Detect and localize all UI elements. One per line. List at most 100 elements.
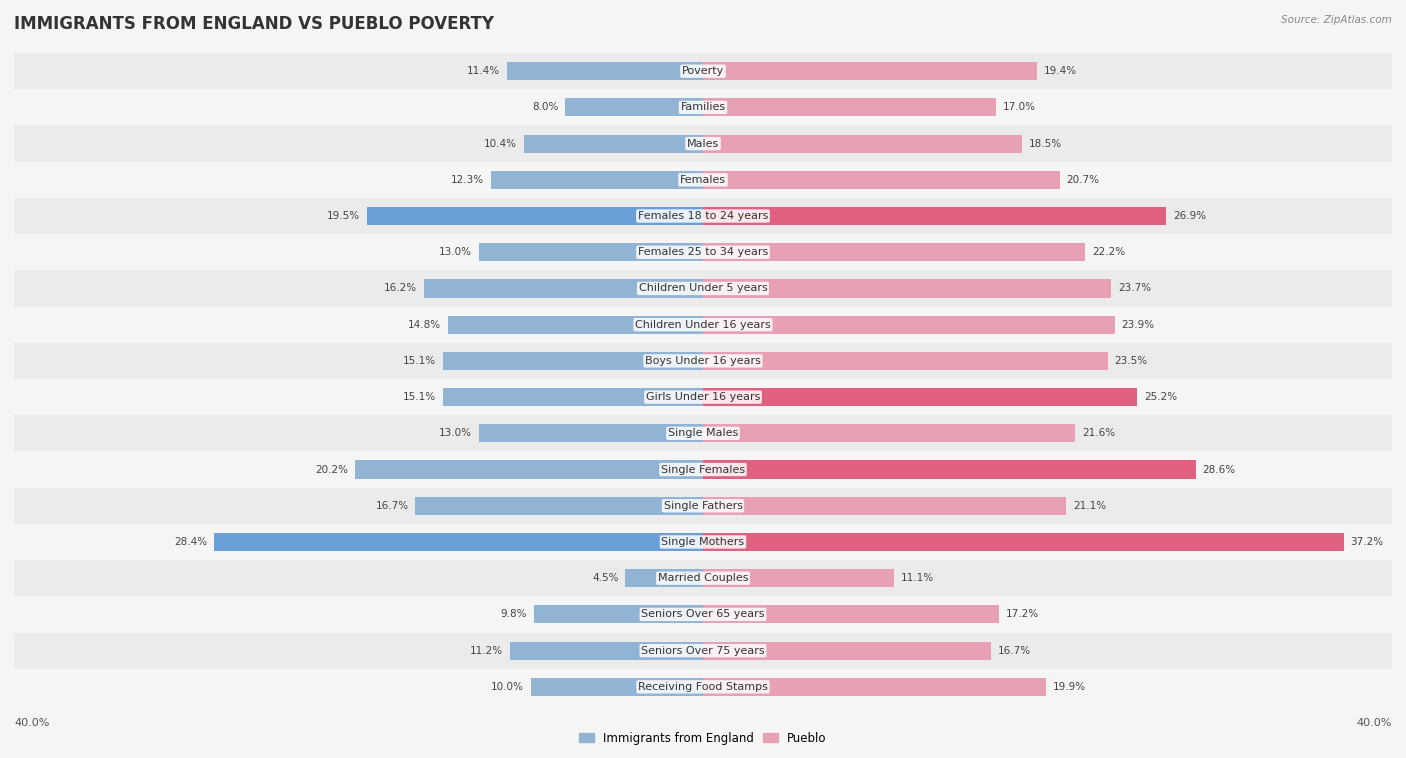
- Bar: [534, 606, 703, 623]
- Text: Families: Families: [681, 102, 725, 112]
- Bar: [703, 641, 991, 659]
- Bar: [367, 207, 703, 225]
- Bar: [703, 171, 1060, 189]
- Text: Single Females: Single Females: [661, 465, 745, 475]
- Text: 8.0%: 8.0%: [531, 102, 558, 112]
- Bar: [703, 315, 1115, 334]
- Bar: [703, 496, 1066, 515]
- Bar: [14, 560, 1392, 597]
- Bar: [703, 243, 1085, 262]
- Bar: [703, 678, 1046, 696]
- Text: Source: ZipAtlas.com: Source: ZipAtlas.com: [1281, 15, 1392, 25]
- Text: 13.0%: 13.0%: [439, 428, 472, 438]
- Bar: [531, 678, 703, 696]
- Text: 23.5%: 23.5%: [1115, 356, 1147, 366]
- Text: 21.6%: 21.6%: [1083, 428, 1115, 438]
- Text: Single Fathers: Single Fathers: [664, 501, 742, 511]
- Text: 22.2%: 22.2%: [1092, 247, 1125, 257]
- Text: IMMIGRANTS FROM ENGLAND VS PUEBLO POVERTY: IMMIGRANTS FROM ENGLAND VS PUEBLO POVERT…: [14, 15, 494, 33]
- Text: Single Males: Single Males: [668, 428, 738, 438]
- Text: 20.2%: 20.2%: [315, 465, 349, 475]
- Bar: [14, 53, 1392, 89]
- Bar: [14, 343, 1392, 379]
- Text: 26.9%: 26.9%: [1173, 211, 1206, 221]
- Text: Females 18 to 24 years: Females 18 to 24 years: [638, 211, 768, 221]
- Text: 23.9%: 23.9%: [1122, 320, 1154, 330]
- Text: Seniors Over 75 years: Seniors Over 75 years: [641, 646, 765, 656]
- Legend: Immigrants from England, Pueblo: Immigrants from England, Pueblo: [579, 731, 827, 744]
- Bar: [14, 379, 1392, 415]
- Bar: [703, 99, 995, 117]
- Text: Children Under 16 years: Children Under 16 years: [636, 320, 770, 330]
- Text: Females 25 to 34 years: Females 25 to 34 years: [638, 247, 768, 257]
- Text: 40.0%: 40.0%: [1357, 718, 1392, 728]
- Bar: [703, 533, 1344, 551]
- Bar: [449, 315, 703, 334]
- Text: 11.1%: 11.1%: [901, 573, 934, 583]
- Text: 20.7%: 20.7%: [1066, 175, 1099, 185]
- Text: 18.5%: 18.5%: [1029, 139, 1062, 149]
- Text: Poverty: Poverty: [682, 66, 724, 76]
- Text: 10.0%: 10.0%: [491, 682, 524, 692]
- Bar: [214, 533, 703, 551]
- Bar: [14, 452, 1392, 487]
- Bar: [703, 62, 1038, 80]
- Text: Children Under 5 years: Children Under 5 years: [638, 283, 768, 293]
- Bar: [703, 606, 1000, 623]
- Bar: [14, 126, 1392, 161]
- Text: 25.2%: 25.2%: [1144, 392, 1177, 402]
- Bar: [443, 352, 703, 370]
- Bar: [524, 135, 703, 152]
- Text: 28.4%: 28.4%: [174, 537, 207, 547]
- Text: 10.4%: 10.4%: [484, 139, 517, 149]
- Text: 17.0%: 17.0%: [1002, 102, 1036, 112]
- Bar: [565, 99, 703, 117]
- Bar: [14, 306, 1392, 343]
- Text: 12.3%: 12.3%: [451, 175, 484, 185]
- Bar: [506, 62, 703, 80]
- Text: 40.0%: 40.0%: [14, 718, 49, 728]
- Text: Females: Females: [681, 175, 725, 185]
- Bar: [14, 524, 1392, 560]
- Bar: [703, 280, 1111, 297]
- Bar: [356, 461, 703, 478]
- Text: Single Mothers: Single Mothers: [661, 537, 745, 547]
- Bar: [703, 424, 1076, 443]
- Bar: [703, 207, 1167, 225]
- Bar: [626, 569, 703, 587]
- Text: 19.4%: 19.4%: [1045, 66, 1077, 76]
- Bar: [703, 569, 894, 587]
- Bar: [14, 161, 1392, 198]
- Bar: [479, 424, 703, 443]
- Bar: [14, 89, 1392, 126]
- Text: 17.2%: 17.2%: [1007, 609, 1039, 619]
- Bar: [14, 597, 1392, 632]
- Text: 23.7%: 23.7%: [1118, 283, 1152, 293]
- Text: 14.8%: 14.8%: [408, 320, 441, 330]
- Bar: [703, 135, 1022, 152]
- Bar: [479, 243, 703, 262]
- Text: 15.1%: 15.1%: [404, 356, 436, 366]
- Text: 21.1%: 21.1%: [1073, 501, 1107, 511]
- Bar: [415, 496, 703, 515]
- Bar: [425, 280, 703, 297]
- Bar: [703, 388, 1137, 406]
- Text: 19.5%: 19.5%: [328, 211, 360, 221]
- Bar: [703, 461, 1195, 478]
- Bar: [14, 415, 1392, 452]
- Bar: [491, 171, 703, 189]
- Text: 16.7%: 16.7%: [375, 501, 409, 511]
- Text: 16.2%: 16.2%: [384, 283, 418, 293]
- Bar: [703, 352, 1108, 370]
- Bar: [443, 388, 703, 406]
- Text: 37.2%: 37.2%: [1351, 537, 1384, 547]
- Text: 11.4%: 11.4%: [467, 66, 499, 76]
- Bar: [14, 669, 1392, 705]
- Text: 16.7%: 16.7%: [997, 646, 1031, 656]
- Text: 28.6%: 28.6%: [1202, 465, 1236, 475]
- Text: 9.8%: 9.8%: [501, 609, 527, 619]
- Text: 11.2%: 11.2%: [470, 646, 503, 656]
- Bar: [14, 632, 1392, 669]
- Text: Boys Under 16 years: Boys Under 16 years: [645, 356, 761, 366]
- Text: 4.5%: 4.5%: [592, 573, 619, 583]
